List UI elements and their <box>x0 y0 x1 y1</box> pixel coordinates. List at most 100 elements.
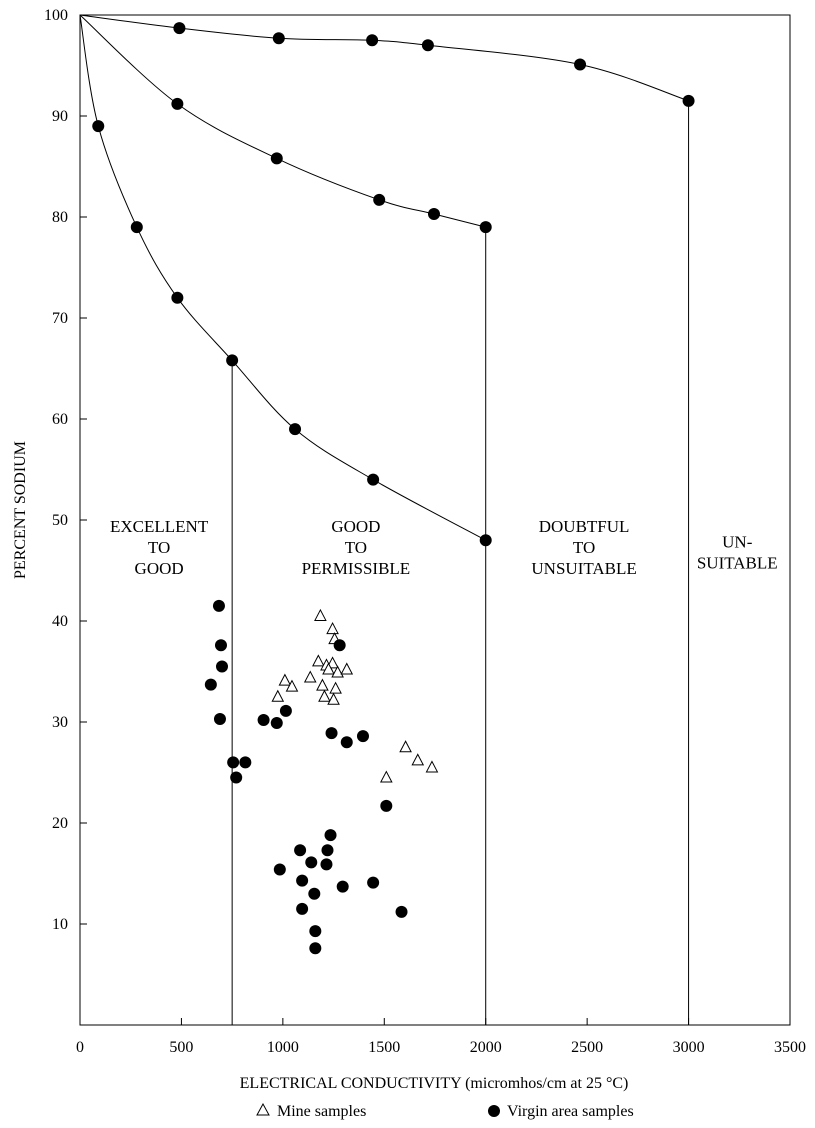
mine-sample-point <box>322 662 335 675</box>
y-tick-label: 10 <box>52 916 68 933</box>
boundary-curve-3 <box>79 14 486 541</box>
legend-mine-samples: Mine samples <box>277 1103 366 1120</box>
virgin-sample-point <box>204 678 217 691</box>
zone-label-line: UN- <box>722 532 753 551</box>
virgin-sample-point <box>333 639 346 652</box>
virgin-sample-point <box>257 713 270 726</box>
zone-label-line: TO <box>148 538 170 557</box>
boundary-point <box>92 120 105 133</box>
virgin-sample-point <box>239 756 252 769</box>
virgin-sample-point <box>395 905 408 918</box>
virgin-sample-point <box>336 880 349 893</box>
x-tick-label: 2500 <box>571 1039 603 1056</box>
boundary-point <box>226 354 239 367</box>
virgin-sample-point <box>230 771 243 784</box>
x-tick-label: 3000 <box>673 1039 705 1056</box>
boundary-point <box>130 221 143 234</box>
virgin-sample-point <box>325 727 338 740</box>
y-tick-label: 50 <box>52 512 68 529</box>
virgin-sample-point <box>309 942 322 955</box>
virgin-sample-point <box>216 660 228 673</box>
virgin-sample-point <box>340 736 353 749</box>
mine-sample-point <box>379 770 393 783</box>
boundary-point <box>373 193 386 206</box>
x-tick-label: 500 <box>169 1039 193 1056</box>
mine-sample-point <box>326 622 339 635</box>
virgin-sample-point <box>214 639 227 652</box>
mine-sample-point <box>314 608 327 621</box>
zone-label-line: UNSUITABLE <box>531 559 636 578</box>
boundary-point <box>270 152 283 165</box>
virgin-sample-point <box>294 844 307 857</box>
y-axis-label: PERCENT SODIUM <box>12 441 29 579</box>
boundary-point <box>574 58 587 71</box>
mine-sample-point <box>331 665 344 678</box>
x-tick-label: 2000 <box>470 1039 502 1056</box>
legend: Mine samples Virgin area samples <box>256 1102 634 1120</box>
boundary-point <box>682 94 695 107</box>
mine-sample-point <box>329 681 342 694</box>
zone-label-line: DOUBTFUL <box>539 517 630 536</box>
virgin-sample-point <box>324 829 337 842</box>
boundary-point <box>427 207 440 220</box>
boundary-point <box>479 534 492 547</box>
virgin-sample-point <box>279 704 292 717</box>
boundary-point <box>171 291 184 304</box>
zone-label-2: GOOD TO PERMISSIBLE <box>302 517 411 578</box>
mine-sample-point <box>340 662 354 675</box>
mine-sample-point <box>318 689 331 702</box>
y-tick-label: 90 <box>52 108 68 125</box>
virgin-sample-point <box>320 858 333 871</box>
zone-label-4: UN- SUITABLE <box>697 532 778 572</box>
virgin-sample-point <box>321 844 334 857</box>
virgin-sample-point <box>296 902 309 915</box>
virgin-sample-point <box>296 874 309 887</box>
virgin-sample-point <box>273 863 286 876</box>
virgin-sample-point <box>367 876 380 889</box>
legend-virgin-samples: Virgin area samples <box>507 1103 634 1120</box>
boundary-curve-1 <box>79 14 689 102</box>
mine-sample-point <box>312 654 325 667</box>
virgin-sample-point <box>227 756 240 769</box>
zone-label-line: GOOD <box>331 517 380 536</box>
virgin-sample-point <box>308 887 321 900</box>
boundary-point <box>272 32 285 45</box>
y-tick-label: 100 <box>44 7 68 24</box>
virgin-sample-point <box>309 925 322 938</box>
zone-label-line: PERMISSIBLE <box>302 559 411 578</box>
mine-sample-point <box>399 740 412 753</box>
boundary-point <box>366 34 379 47</box>
x-tick-label: 3500 <box>774 1039 806 1056</box>
boundary-point <box>289 423 302 436</box>
mine-sample-point <box>425 760 439 773</box>
boundary-point <box>171 97 184 110</box>
virgin-sample-point <box>212 599 225 612</box>
boundary-point <box>421 39 434 52</box>
y-tick-label: 80 <box>52 209 68 226</box>
zone-label-3: DOUBTFUL TO UNSUITABLE <box>531 517 636 578</box>
y-tick-label: 70 <box>52 310 68 327</box>
virgin-sample-point <box>213 712 226 725</box>
x-axis-label: ELECTRICAL CONDUCTIVITY (micromhos/cm at… <box>240 1075 629 1092</box>
mine-sample-point <box>327 692 340 705</box>
mine-sample-point <box>411 753 425 766</box>
virgin-sample-point <box>305 856 318 869</box>
zone-label-line: TO <box>345 538 367 557</box>
mine-sample-point <box>316 678 329 691</box>
boundary-point <box>173 22 186 35</box>
zone-label-line: TO <box>573 538 595 557</box>
legend-triangle-marker <box>256 1102 270 1116</box>
y-tick-label: 60 <box>52 411 68 428</box>
mine-sample-point <box>271 689 285 702</box>
mine-sample-point <box>285 679 299 692</box>
mine-sample-point <box>303 670 317 683</box>
zone-label-line: EXCELLENT <box>110 517 209 536</box>
zone-label-1: EXCELLENT TO GOOD <box>110 517 209 578</box>
virgin-sample-point <box>270 717 283 730</box>
zone-label-line: GOOD <box>135 559 184 578</box>
boundary-point <box>367 473 380 486</box>
x-tick-label: 1000 <box>267 1039 299 1056</box>
mine-sample-point <box>278 673 292 686</box>
legend-circle-marker <box>488 1105 500 1117</box>
